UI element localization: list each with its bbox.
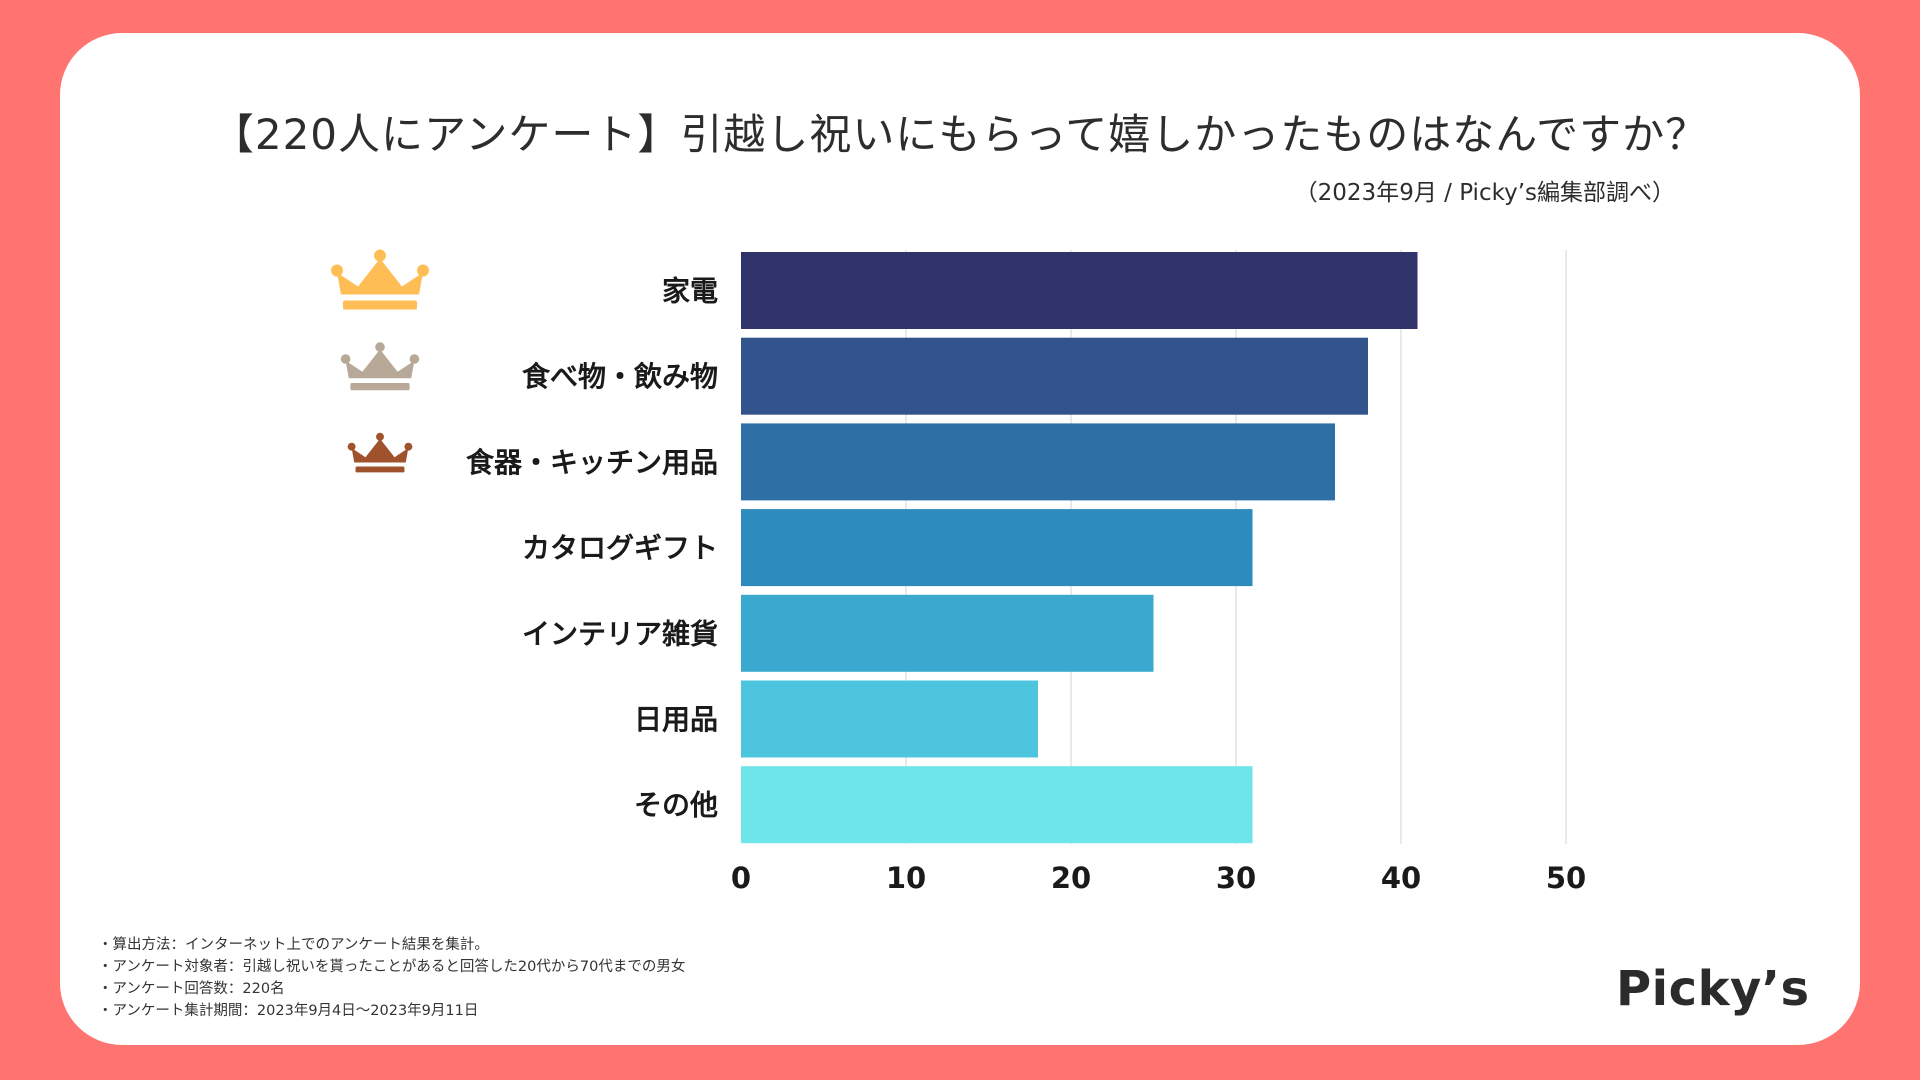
bar-2 — [741, 423, 1335, 501]
bronze-crown-icon — [347, 432, 413, 473]
x-tick-label-5: 50 — [1546, 861, 1586, 895]
chart-title: 【220人にアンケート】引越し祝いにもらって嬉しかったものはなんですか？ — [211, 110, 1709, 159]
survey-notes: ・算出方法：インターネット上でのアンケート結果を集計。 ・アンケート対象者：引越… — [98, 934, 685, 1022]
category-label-3: カタログギフト — [522, 532, 718, 565]
category-label-5: 日用品 — [634, 703, 718, 736]
bar-6 — [741, 766, 1253, 844]
silver-crown-icon — [340, 342, 420, 391]
chart-subtitle: （2023年9月 / Picky’s編集部調べ） — [1294, 180, 1675, 206]
gold-crown-icon — [331, 249, 429, 310]
note-period: ・アンケート集計期間：2023年9月4日〜2023年9月11日 — [98, 1003, 479, 1019]
x-tick-label-0: 0 — [731, 861, 751, 895]
bar-5 — [741, 680, 1038, 758]
bar-3 — [741, 509, 1253, 587]
note-target: ・アンケート対象者：引越し祝いを貰ったことがあると回答した20代から70代までの… — [98, 959, 686, 975]
x-tick-label-3: 30 — [1216, 861, 1256, 895]
x-tick-label-4: 40 — [1381, 861, 1421, 895]
x-tick-label-2: 20 — [1051, 861, 1091, 895]
category-label-6: その他 — [634, 789, 718, 822]
x-tick-label-1: 10 — [886, 861, 926, 895]
bar-4 — [741, 594, 1154, 672]
brand-logo: Picky’s — [1616, 961, 1810, 1017]
category-label-2: 食器・キッチン用品 — [466, 446, 718, 479]
bar-1 — [741, 337, 1368, 415]
note-method: ・算出方法：インターネット上でのアンケート結果を集計。 — [98, 937, 489, 953]
category-label-1: 食べ物・飲み物 — [522, 360, 718, 393]
category-label-0: 家電 — [662, 275, 718, 308]
category-label-4: インテリア雑貨 — [522, 617, 718, 650]
note-count: ・アンケート回答数：220名 — [98, 981, 285, 997]
bar-0 — [741, 252, 1418, 329]
